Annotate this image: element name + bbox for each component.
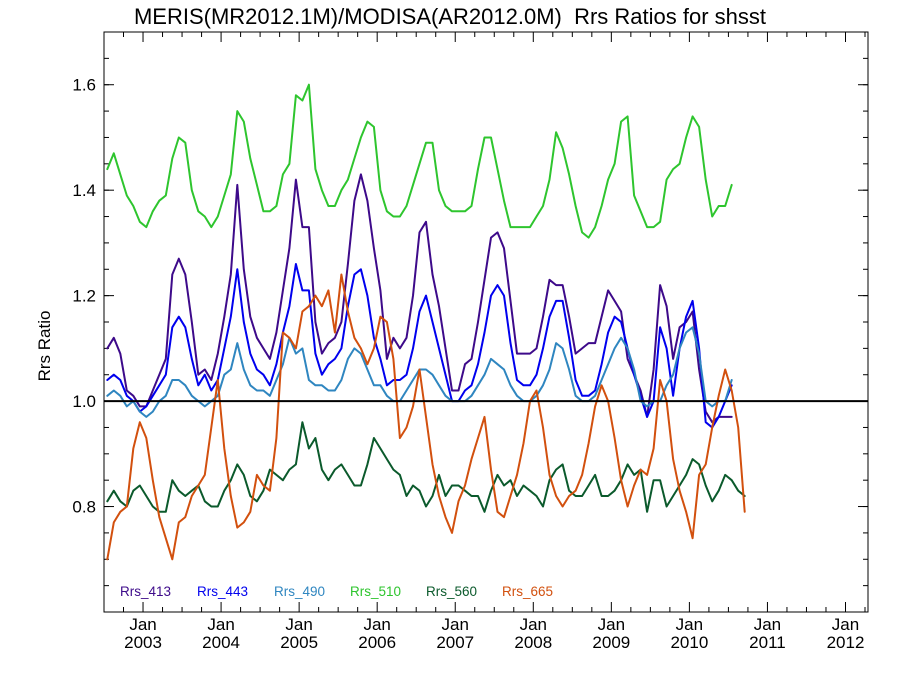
x-tick-month-label: Jan [363,615,390,634]
series-line-rrs-510 [106,83,733,239]
x-tick-month-label: Jan [676,615,703,634]
x-tick-year-label: 2007 [436,633,474,652]
series-line-rrs-413 [106,173,733,424]
y-axis-label: Rrs Ratio [35,311,54,382]
y-tick-label: 1.2 [72,287,96,306]
legend-entry-rrs-443: Rrs_443 [197,584,248,599]
x-tick-month-label: Jan [285,615,312,634]
x-tick-month-label: Jan [754,615,781,634]
legend-entry-rrs-665: Rrs_665 [502,584,553,599]
y-tick-label: 1.4 [72,181,96,200]
legend-entry-rrs-510: Rrs_510 [350,584,401,599]
y-tick-label: 1.6 [72,76,96,95]
x-tick-month-label: Jan [832,615,859,634]
chart-title: MERIS(MR2012.1M)/MODISA(AR2012.0M) Rrs R… [134,4,766,29]
x-tick-month-label: Jan [442,615,469,634]
x-tick-month-label: Jan [598,615,625,634]
x-tick-year-label: 2009 [592,633,630,652]
x-tick-year-label: 2008 [514,633,552,652]
x-tick-year-label: 2006 [358,633,396,652]
legend-entry-rrs-413: Rrs_413 [120,584,171,599]
x-tick-year-label: 2003 [124,633,162,652]
x-tick-year-label: 2011 [749,633,786,652]
x-tick-month-label: Jan [520,615,547,634]
legend-entry-rrs-560: Rrs_560 [426,584,477,599]
series-line-rrs-665 [106,273,746,561]
y-tick-label: 1.0 [72,392,96,411]
x-tick-month-label: Jan [129,615,156,634]
legend-entry-rrs-490: Rrs_490 [274,584,325,599]
series-line-rrs-560 [106,421,746,513]
y-tick-label: 0.8 [72,498,96,517]
x-tick-year-label: 2004 [202,633,240,652]
x-tick-year-label: 2005 [280,633,318,652]
plot-area: 0.81.01.21.41.6Jan2003Jan2004Jan2005Jan2… [72,31,869,652]
x-tick-year-label: 2012 [827,633,865,652]
x-tick-month-label: Jan [207,615,234,634]
x-tick-year-label: 2010 [670,633,708,652]
